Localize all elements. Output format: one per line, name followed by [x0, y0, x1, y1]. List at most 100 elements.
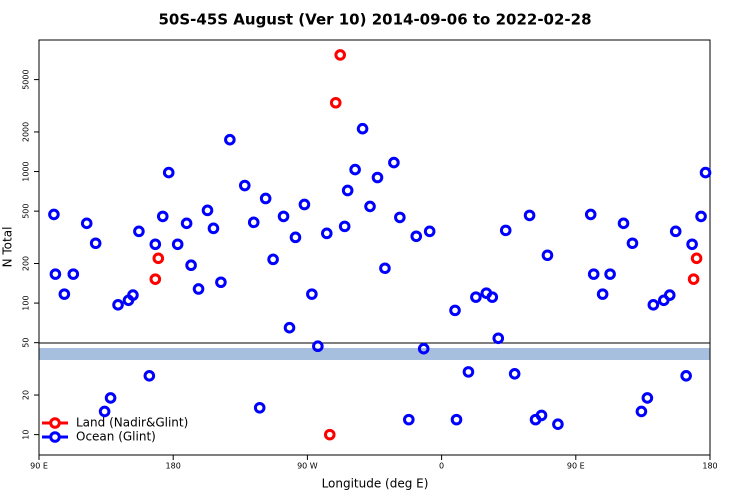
data-point [462, 366, 475, 378]
data-point [364, 200, 376, 213]
data-point [143, 370, 156, 382]
data-point [149, 238, 162, 251]
data-point [695, 210, 707, 223]
data-point [334, 49, 347, 61]
data-point [48, 208, 60, 221]
data-point [523, 209, 536, 222]
data-point [450, 413, 463, 426]
data-point [508, 367, 521, 380]
data-point [98, 405, 111, 418]
data-point [80, 217, 93, 230]
data-point [635, 405, 648, 418]
data-point [162, 166, 175, 179]
data-point [89, 237, 102, 250]
y-tick-label: 50 [22, 338, 31, 348]
data-point [112, 299, 124, 311]
data-point [584, 208, 597, 221]
reference-band [39, 348, 710, 360]
y-tick-label: 200 [22, 256, 31, 271]
data-point [647, 299, 660, 311]
data-point [371, 171, 384, 184]
data-point [470, 291, 482, 303]
y-axis-label: N Total [1, 227, 15, 268]
data-point [156, 210, 169, 223]
data-point [104, 392, 117, 404]
data-point [341, 184, 354, 197]
data-point [423, 225, 436, 238]
x-axis-label: Longitude (deg E) [322, 477, 429, 491]
data-point [133, 225, 145, 238]
y-tick-label: 10 [22, 430, 31, 440]
x-tick-label: 180 [166, 462, 181, 471]
data-point [277, 210, 290, 223]
data-point [323, 428, 336, 441]
data-point [215, 276, 227, 289]
data-point [259, 192, 272, 205]
data-point [267, 253, 279, 266]
data-point [171, 238, 184, 251]
data-point [338, 220, 351, 233]
data-point [149, 273, 162, 285]
data-point [417, 342, 430, 355]
data-point [552, 418, 564, 431]
data-point [238, 179, 251, 192]
legend-marker [49, 431, 61, 443]
data-point [253, 401, 266, 414]
y-tick-label: 1000 [22, 161, 31, 181]
data-point [49, 268, 62, 280]
data-point [687, 273, 700, 285]
legend-marker [49, 417, 61, 429]
data-point [298, 198, 311, 211]
data-point [604, 268, 616, 280]
data-point [67, 268, 80, 280]
x-tick-label: 90 E [30, 462, 48, 471]
data-point [641, 392, 654, 404]
data-point [320, 227, 333, 240]
data-point [402, 413, 415, 426]
data-point [306, 288, 318, 300]
y-tick-label: 5000 [22, 69, 31, 89]
data-point [207, 222, 220, 235]
x-tick-label: 180 [702, 462, 717, 471]
data-point [486, 291, 499, 303]
data-point [410, 230, 423, 243]
legend-label: Land (Nadir&Glint) [76, 416, 188, 430]
plot-frame [38, 39, 711, 456]
data-point [379, 262, 391, 275]
data-point [192, 283, 205, 295]
data-point [201, 204, 214, 217]
data-point [329, 96, 342, 109]
data-point [247, 216, 260, 229]
data-point [185, 259, 197, 272]
data-point [617, 217, 630, 230]
y-tick-label: 100 [22, 295, 31, 310]
data-point [289, 231, 302, 244]
data-point [349, 163, 361, 176]
data-point [669, 225, 682, 238]
data-point [449, 304, 461, 317]
data-point [686, 238, 698, 251]
y-tick-label: 500 [22, 203, 31, 218]
data-point [535, 409, 548, 422]
data-point [58, 288, 71, 300]
data-point [492, 332, 505, 345]
data-point [680, 370, 692, 382]
x-tick-label: 90 W [297, 462, 318, 471]
data-point [356, 122, 369, 135]
legend-label: Ocean (Glint) [76, 430, 156, 444]
x-tick-label: 90 E [567, 462, 585, 471]
y-tick-label: 20 [22, 390, 31, 400]
data-point [626, 237, 639, 250]
data-point [596, 288, 609, 300]
data-point [499, 224, 512, 237]
data-point [587, 268, 600, 280]
chart-title: 50S-45S August (Ver 10) 2014-09-06 to 20… [158, 11, 591, 29]
data-point [541, 249, 554, 262]
data-point [394, 211, 406, 224]
y-tick-label: 2000 [22, 122, 31, 142]
x-tick-label: 0 [439, 462, 444, 471]
data-point [699, 166, 712, 179]
data-point [388, 156, 400, 169]
data-point [180, 217, 193, 230]
